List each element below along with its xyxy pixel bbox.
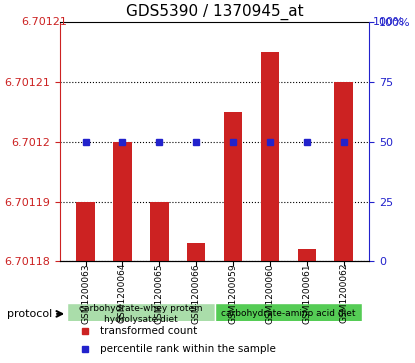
- Text: GSM1200064: GSM1200064: [118, 263, 127, 323]
- Bar: [76, 201, 95, 261]
- Text: carbohydrate-amino acid diet: carbohydrate-amino acid diet: [221, 309, 356, 318]
- Bar: [224, 111, 242, 261]
- Bar: [334, 82, 353, 261]
- Text: 6.70121: 6.70121: [21, 17, 67, 27]
- Text: GSM1200066: GSM1200066: [192, 263, 201, 323]
- FancyBboxPatch shape: [215, 303, 362, 323]
- Text: carbohydrate-whey protein
hydrolysate diet: carbohydrate-whey protein hydrolysate di…: [79, 304, 203, 323]
- Bar: [187, 244, 205, 261]
- Text: GSM1200062: GSM1200062: [339, 263, 348, 323]
- Title: GDS5390 / 1370945_at: GDS5390 / 1370945_at: [126, 4, 303, 20]
- Bar: [150, 201, 168, 261]
- Text: GSM1200060: GSM1200060: [266, 263, 274, 323]
- Text: percentile rank within the sample: percentile rank within the sample: [100, 344, 276, 354]
- FancyBboxPatch shape: [67, 303, 215, 323]
- Text: 100%: 100%: [373, 17, 405, 27]
- Text: GSM1200065: GSM1200065: [155, 263, 164, 323]
- Bar: [113, 142, 132, 261]
- Text: transformed count: transformed count: [100, 326, 197, 336]
- Text: protocol: protocol: [7, 309, 52, 319]
- Bar: [261, 52, 279, 261]
- Text: GSM1200061: GSM1200061: [302, 263, 311, 323]
- Bar: [298, 249, 316, 261]
- Text: GSM1200059: GSM1200059: [229, 263, 237, 323]
- Text: GSM1200063: GSM1200063: [81, 263, 90, 323]
